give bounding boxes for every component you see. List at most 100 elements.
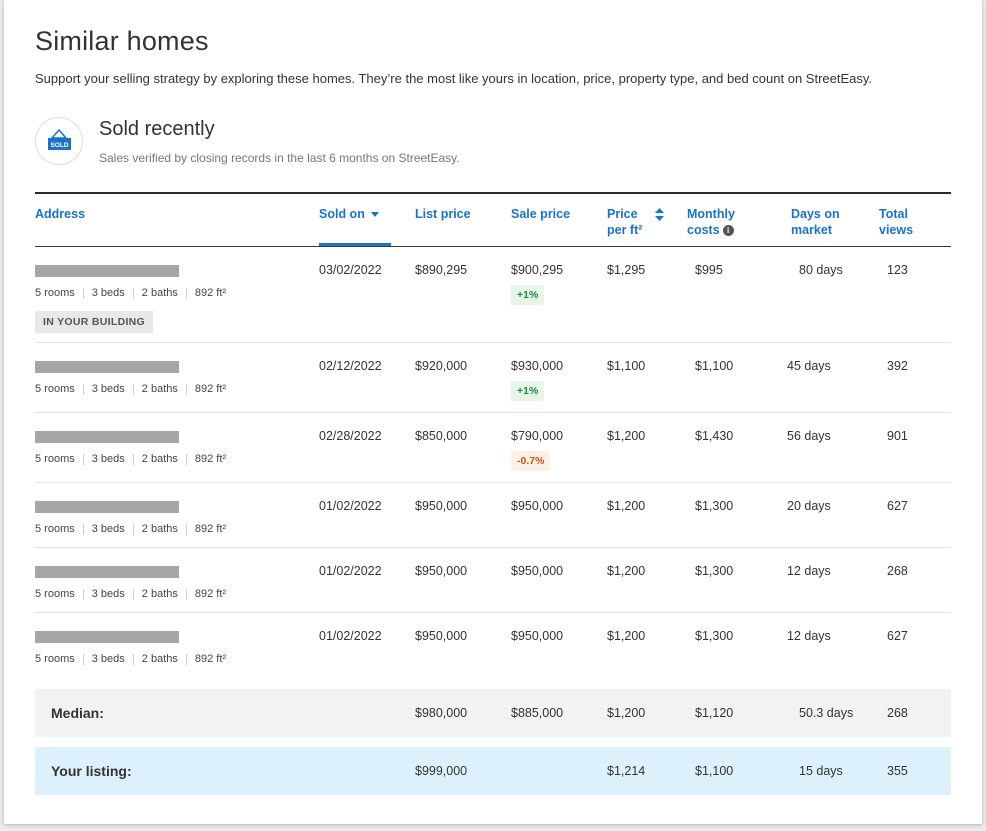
table-row[interactable]: 5 rooms 3 beds 2 baths 892 ft² 01/02/2022 $… [35, 548, 951, 613]
monthly-costs-cell: $1,430 [695, 429, 734, 443]
days-on-market-cell: 45 days [787, 359, 831, 373]
price-per-ft-cell: $1,200 [607, 564, 646, 578]
sold-on-cell: 02/28/2022 [319, 429, 382, 443]
table-row[interactable]: 5 rooms 3 beds 2 baths 892 ft² 01/02/2022 $… [35, 613, 951, 678]
active-sort-indicator [319, 243, 391, 246]
address-redacted[interactable] [35, 501, 179, 513]
total-views-cell: 627 [887, 499, 908, 513]
column-header-monthly-costs[interactable]: Monthly costs i [687, 207, 735, 237]
listing-meta: 5 rooms 3 beds 2 baths 892 ft² [35, 523, 227, 535]
price-per-ft-cell: $1,200 [607, 499, 646, 513]
column-header-sale-price[interactable]: Sale price [511, 207, 571, 221]
sale-price-cell: $950,000 [511, 499, 564, 513]
listing-list-price: $999,000 [415, 764, 468, 778]
in-your-building-tag: IN YOUR BUILDING [35, 311, 154, 333]
listing-total-views: 355 [887, 764, 908, 778]
table-row[interactable]: 5 rooms 3 beds 2 baths 892 ft² 02/12/2022 $… [35, 343, 951, 413]
sold-sign-text: SOLD [50, 142, 68, 149]
address-redacted[interactable] [35, 566, 179, 578]
listing-meta: 5 rooms 3 beds 2 baths 892 ft² [35, 653, 227, 665]
sold-sign-icon: SOLD [48, 128, 71, 150]
days-on-market-cell: 12 days [787, 629, 831, 643]
sale-price-cell: $930,000 [511, 359, 564, 373]
listing-meta: 5 rooms 3 beds 2 baths 892 ft² [35, 453, 227, 465]
list-price-cell: $920,000 [415, 359, 468, 373]
price-change-badge: +1% [511, 285, 545, 305]
days-on-market-cell: 80 days [799, 263, 843, 277]
address-redacted[interactable] [35, 431, 179, 443]
price-per-ft-cell: $1,200 [607, 429, 646, 443]
info-icon[interactable]: i [722, 225, 734, 237]
price-change-badge: -0.7% [511, 451, 551, 471]
listing-days-on-market: 15 days [799, 764, 843, 778]
median-list-price: $980,000 [415, 706, 468, 720]
median-days-on-market: 50.3 days [799, 706, 854, 720]
median-price-per-ft: $1,200 [607, 706, 646, 720]
monthly-costs-cell: $1,300 [695, 499, 734, 513]
column-header-list-price[interactable]: List price [415, 207, 471, 221]
row-divider [35, 482, 951, 483]
column-header-price-per-ft[interactable]: Price per ft² [607, 206, 664, 238]
total-views-cell: 392 [887, 359, 908, 373]
table-row[interactable]: 5 rooms 3 beds 2 baths 892 ft² 02/28/2022 $… [35, 413, 951, 483]
sort-desc-icon [370, 212, 379, 218]
monthly-costs-cell: $995 [695, 263, 723, 277]
price-per-ft-cell: $1,200 [607, 629, 646, 643]
header-divider [35, 246, 951, 247]
table-top-border [35, 192, 951, 194]
listing-meta: 5 rooms 3 beds 2 baths 892 ft² [35, 287, 227, 299]
list-price-cell: $950,000 [415, 564, 468, 578]
your-listing-row: Your listing: $999,000 $1,214 $1,100 15 … [35, 747, 951, 795]
address-redacted[interactable] [35, 631, 179, 643]
monthly-costs-cell: $1,300 [695, 629, 734, 643]
total-views-cell: 268 [887, 564, 908, 578]
row-divider [35, 612, 951, 613]
total-views-cell: 901 [887, 429, 908, 443]
days-on-market-cell: 20 days [787, 499, 831, 513]
page-subtitle: Support your selling strategy by explori… [35, 71, 873, 86]
sold-on-cell: 01/02/2022 [319, 499, 382, 513]
sale-price-cell: $950,000 [511, 629, 564, 643]
row-divider [35, 412, 951, 413]
sold-on-cell: 01/02/2022 [319, 629, 382, 643]
sale-price-cell: $900,295 [511, 263, 564, 277]
monthly-costs-cell: $1,100 [695, 359, 734, 373]
sort-toggle-icon [655, 208, 664, 221]
column-header-total-views[interactable]: Total views [879, 207, 914, 237]
listing-meta: 5 rooms 3 beds 2 baths 892 ft² [35, 383, 227, 395]
section-subtitle: Sales verified by closing records in the… [99, 151, 460, 165]
median-total-views: 268 [887, 706, 908, 720]
sale-price-cell: $950,000 [511, 564, 564, 578]
median-row: Median: $980,000 $885,000 $1,200 $1,120 … [35, 689, 951, 737]
price-change-badge: +1% [511, 381, 545, 401]
column-header-days-on-market[interactable]: Days on market [791, 207, 840, 237]
median-sale-price: $885,000 [511, 706, 564, 720]
table-row[interactable]: 5 rooms 3 beds 2 baths 892 ft² 01/02/2022 $… [35, 483, 951, 548]
list-price-cell: $890,295 [415, 263, 468, 277]
total-views-cell: 123 [887, 263, 908, 277]
column-header-sold-on[interactable]: Sold on [319, 206, 379, 222]
list-price-cell: $950,000 [415, 499, 468, 513]
sold-badge: SOLD [35, 117, 83, 165]
sold-on-cell: 01/02/2022 [319, 564, 382, 578]
sale-price-cell: $790,000 [511, 429, 564, 443]
sold-on-cell: 03/02/2022 [319, 263, 382, 277]
list-price-cell: $950,000 [415, 629, 468, 643]
table-row[interactable]: 5 rooms 3 beds 2 baths 892 ft² IN YOUR BUIL… [35, 247, 951, 343]
address-redacted[interactable] [35, 361, 179, 373]
days-on-market-cell: 56 days [787, 429, 831, 443]
listing-price-per-ft: $1,214 [607, 764, 646, 778]
list-price-cell: $850,000 [415, 429, 468, 443]
listing-meta: 5 rooms 3 beds 2 baths 892 ft² [35, 588, 227, 600]
median-label: Median: [51, 705, 104, 721]
price-per-ft-cell: $1,295 [607, 263, 646, 277]
monthly-costs-cell: $1,300 [695, 564, 734, 578]
sold-on-cell: 02/12/2022 [319, 359, 382, 373]
price-per-ft-cell: $1,100 [607, 359, 646, 373]
address-redacted[interactable] [35, 265, 179, 277]
your-listing-label: Your listing: [51, 763, 132, 779]
days-on-market-cell: 12 days [787, 564, 831, 578]
column-header-address[interactable]: Address [35, 207, 86, 221]
section-title: Sold recently [99, 118, 215, 140]
page-title: Similar homes [35, 26, 209, 56]
